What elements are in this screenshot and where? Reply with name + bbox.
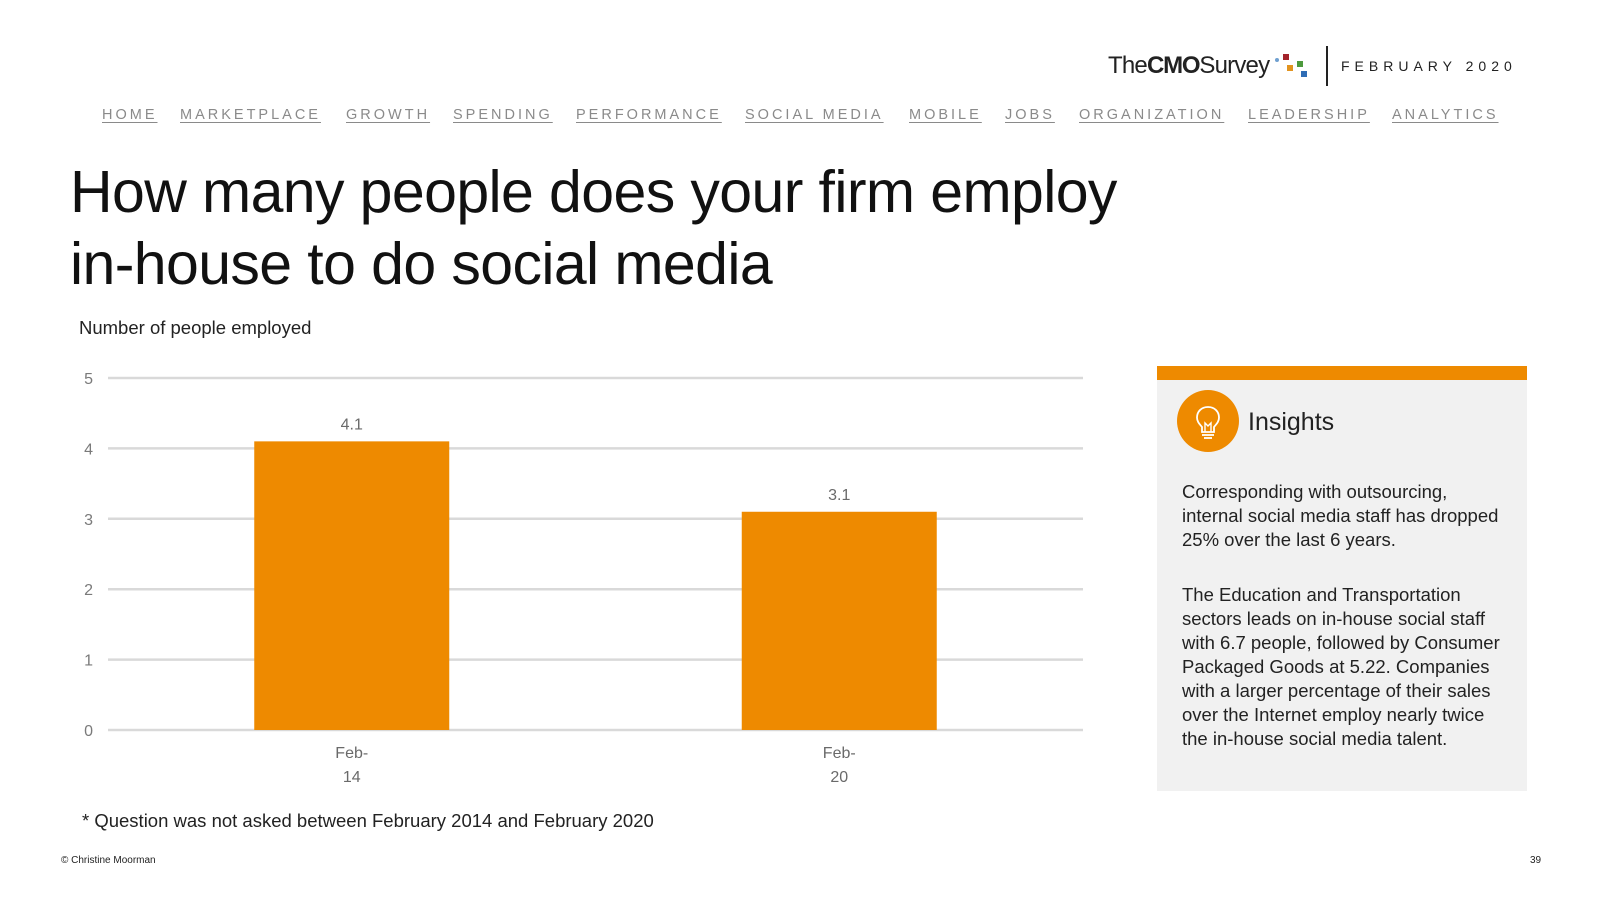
logo-wordmark: TheCMOSurvey [1108, 52, 1270, 80]
survey-date: FEBRUARY 2020 [1341, 58, 1517, 74]
nav-jobs[interactable]: JOBS [1005, 107, 1055, 123]
page-title: How many people does your firm employ in… [70, 156, 1170, 300]
nav-organization[interactable]: ORGANIZATION [1079, 107, 1225, 123]
y-tick-label: 0 [84, 723, 93, 740]
insight-paragraph-2: The Education and Transportation sectors… [1182, 584, 1500, 749]
logo-dots-icon [1273, 52, 1309, 80]
logo-the: The [1108, 52, 1148, 79]
nav-growth[interactable]: GROWTH [346, 107, 431, 123]
nav-home[interactable]: HOME [102, 107, 158, 123]
cmo-survey-logo[interactable]: TheCMOSurvey [1108, 48, 1309, 84]
chart-bars [254, 441, 937, 730]
y-tick-label: 3 [84, 512, 93, 529]
header-divider [1326, 46, 1328, 86]
title-line-1: How many people does your firm employ [70, 159, 1117, 225]
logo-cmo: CMO [1146, 52, 1201, 79]
data-label-0: 4.1 [341, 416, 363, 433]
logo-survey: Survey [1199, 52, 1270, 79]
y-tick-label: 4 [84, 441, 93, 458]
insight-paragraph-1: Corresponding with outsourcing, internal… [1182, 481, 1499, 550]
nav-spending[interactable]: SPENDING [453, 107, 553, 123]
bar-0 [254, 441, 450, 730]
y-tick-label: 2 [84, 582, 93, 599]
bar-chart: 0 1 2 3 4 5 4.1 3.1 Feb-14 Feb-20 [84, 371, 1083, 786]
bar-1 [741, 511, 937, 730]
nav-analytics[interactable]: ANALYTICS [1392, 107, 1499, 123]
y-tick-label: 5 [84, 371, 93, 388]
copyright: © Christine Moorman [61, 855, 156, 866]
y-axis-caption: Number of people employed [79, 317, 312, 338]
title-line-2: in-house to do social media [70, 231, 773, 297]
chart-y-ticks: 0 1 2 3 4 5 [84, 371, 93, 740]
chart-x-ticks: Feb-14 Feb-20 [335, 745, 855, 786]
nav-leadership[interactable]: LEADERSHIP [1248, 107, 1370, 123]
insights-panel: Insights Corresponding with outsourcing,… [1157, 366, 1527, 791]
lightbulb-icon [1177, 390, 1239, 452]
nav-marketplace[interactable]: MARKETPLACE [180, 107, 321, 123]
chart-data-labels: 4.1 3.1 [341, 416, 851, 503]
y-tick-label: 1 [84, 653, 93, 670]
nav-mobile[interactable]: MOBILE [909, 107, 982, 123]
page-number: 39 [1530, 855, 1542, 866]
nav-performance[interactable]: PERFORMANCE [576, 107, 722, 123]
x-tick-label-1: Feb-20 [823, 745, 856, 786]
data-label-1: 3.1 [828, 487, 850, 504]
nav-social-media[interactable]: SOCIAL MEDIA [745, 107, 884, 123]
x-tick-label-0: Feb-14 [335, 745, 368, 786]
footnote: * Question was not asked between Februar… [82, 810, 654, 831]
insights-title: Insights [1248, 408, 1335, 436]
